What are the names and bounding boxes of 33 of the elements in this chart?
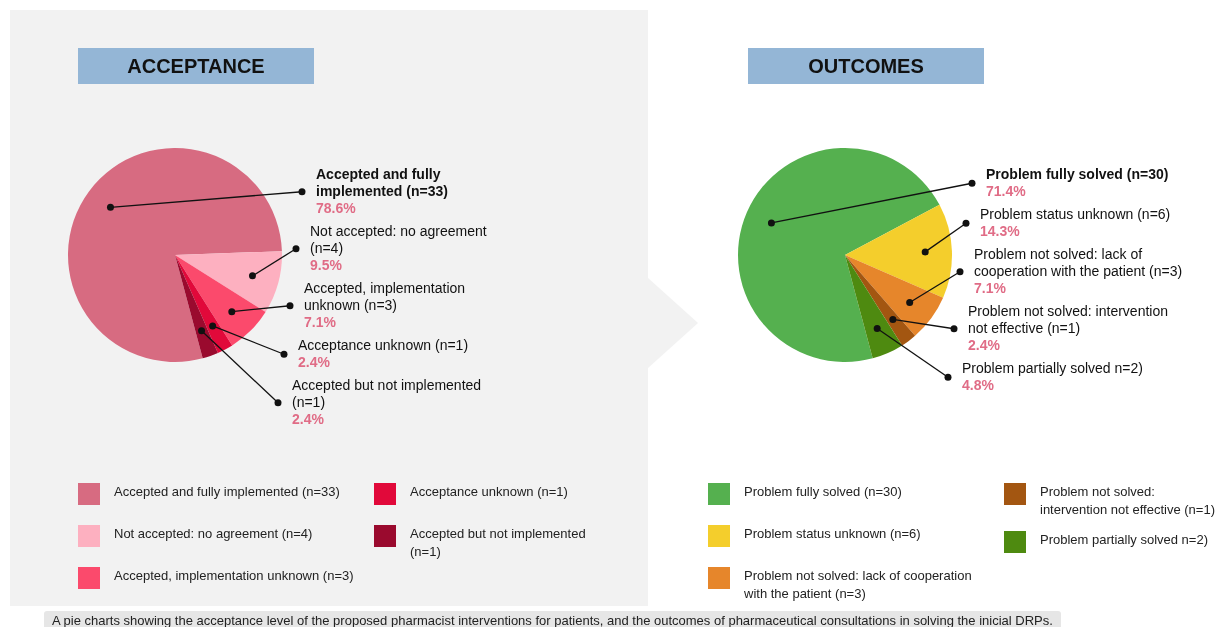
- slice-label: Accepted and fully implemented (n=33): [316, 165, 448, 199]
- legend-label: Problem status unknown (n=6): [744, 525, 921, 543]
- data-label: 78.6%: [316, 199, 357, 216]
- data-label: 71.4%: [986, 182, 1027, 199]
- data-label: 2.4%: [292, 410, 325, 427]
- legend-label: Acceptance unknown (n=1): [410, 483, 568, 501]
- legend-label: Accepted but not implemented (n=1): [410, 525, 587, 561]
- legend-label: Not accepted: no agreement (n=4): [114, 525, 313, 543]
- slice-label: Acceptance unknown (n=1): [298, 336, 469, 353]
- legend-label: Problem partially solved n=2): [1040, 531, 1208, 549]
- category-label: Problem not solved: intervention not effective (n=1): [968, 302, 1169, 336]
- slice-label: Accepted, implementation unknown (n=3): [304, 279, 466, 313]
- data-label: 2.4%: [298, 353, 331, 370]
- legend-label: Problem fully solved (n=30): [744, 483, 902, 501]
- category-label: Not accepted: no agreement (n=4): [310, 222, 487, 256]
- data-label: 14.3%: [980, 222, 1021, 239]
- legend-label: Accepted and fully implemented (n=33): [114, 483, 340, 501]
- data-label: 9.5%: [310, 256, 343, 273]
- slice-label: Problem status unknown (n=6): [980, 205, 1171, 222]
- legend-label: Problem not solved: intervention not effective (n=1): [1040, 483, 1216, 519]
- category-label: Problem not solved: lack of cooperation with the patient (n=3): [974, 245, 1183, 279]
- slice-label: Problem fully solved (n=30): [986, 165, 1169, 182]
- slice-label: Problem partially solved n=2): [962, 359, 1143, 376]
- data-label: 7.1%: [304, 313, 337, 330]
- data-label: 7.1%: [974, 279, 1007, 296]
- legend-label: Accepted, implementation unknown (n=3): [114, 567, 354, 585]
- chart-title: OUTCOMES: [748, 48, 984, 84]
- text: A pie charts showing the acceptance level of the proposed pharmacist interventions for patients, and the outcomes of pharmaceutical consultations in solving the inicial DRPs.: [44, 611, 1061, 630]
- data-label: 4.8%: [962, 376, 995, 393]
- legend-label: Problem not solved: lack of cooperation with the patient (n=3): [744, 567, 973, 603]
- category-label: Accepted but not implemented (n=1): [292, 376, 482, 410]
- data-label: 2.4%: [968, 336, 1001, 353]
- chart-title: ACCEPTANCE: [78, 48, 314, 84]
